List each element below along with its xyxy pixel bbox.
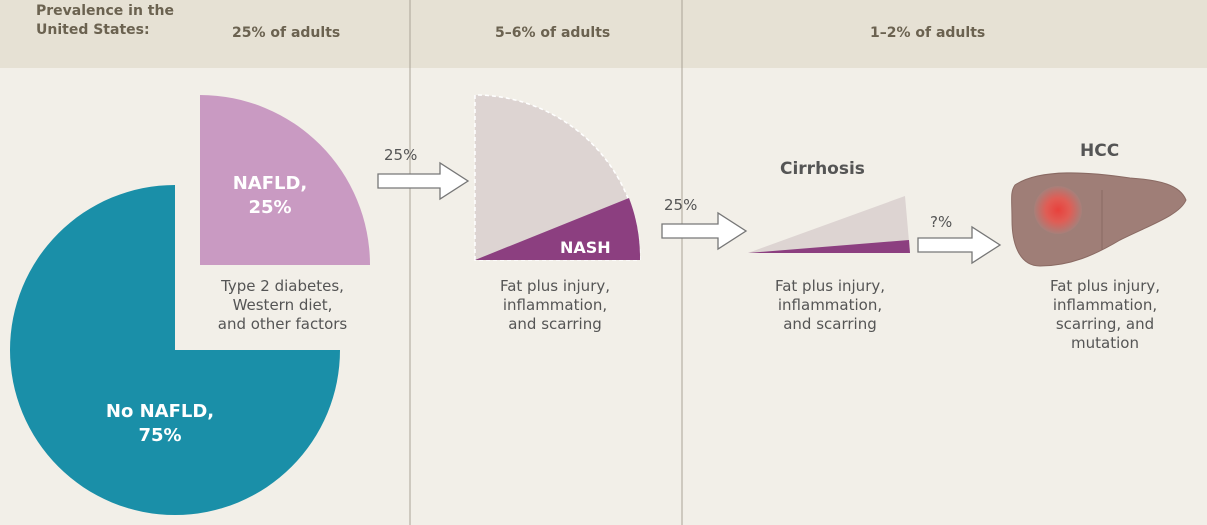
- stage-label: 25% of adults: [232, 24, 340, 43]
- text: Prevalence in the: [36, 2, 174, 21]
- cirrhosis-label: Cirrhosis: [780, 160, 865, 179]
- text: No NAFLD,: [105, 400, 215, 424]
- arrow: [662, 213, 746, 249]
- text: mutation: [1020, 334, 1190, 353]
- nash-caption: Fat plus injury,inflammation,and scarrin…: [470, 277, 640, 334]
- text: United States:: [36, 21, 174, 40]
- text: Type 2 diabetes,: [200, 277, 365, 296]
- arrow-label: 25%: [384, 146, 417, 165]
- nafld-label: NAFLD,25%: [230, 172, 310, 220]
- text: inflammation,: [1020, 296, 1190, 315]
- hcc-label: HCC: [1080, 142, 1119, 161]
- text: 75%: [105, 424, 215, 448]
- cirrhosis-caption: Fat plus injury,inflammation,and scarrin…: [745, 277, 915, 334]
- arrow-label: ?%: [930, 213, 952, 232]
- text: Fat plus injury,: [745, 277, 915, 296]
- arrow: [918, 227, 1000, 263]
- text: inflammation,: [745, 296, 915, 315]
- text: and scarring: [745, 315, 915, 334]
- text: Western diet,: [200, 296, 365, 315]
- stage-label: 1–2% of adults: [870, 24, 985, 43]
- diagram: Prevalence in theUnited States: 25% of a…: [0, 0, 1207, 525]
- arrow-label: 25%: [664, 196, 697, 215]
- arrow: [378, 163, 468, 199]
- stage-label: 5–6% of adults: [495, 24, 610, 43]
- text: NAFLD,: [230, 172, 310, 196]
- text: scarring, and: [1020, 315, 1190, 334]
- text: 25%: [230, 196, 310, 220]
- text: inflammation,: [470, 296, 640, 315]
- text: and other factors: [200, 315, 365, 334]
- tumor: [1034, 186, 1082, 234]
- text: Fat plus injury,: [470, 277, 640, 296]
- nash-label: NASH: [560, 236, 611, 260]
- nafld-caption: Type 2 diabetes,Western diet,and other f…: [200, 277, 365, 334]
- hcc-caption: Fat plus injury,inflammation,scarring, a…: [1020, 277, 1190, 353]
- no-nafld-label: No NAFLD,75%: [105, 400, 215, 448]
- text: Fat plus injury,: [1020, 277, 1190, 296]
- text: and scarring: [470, 315, 640, 334]
